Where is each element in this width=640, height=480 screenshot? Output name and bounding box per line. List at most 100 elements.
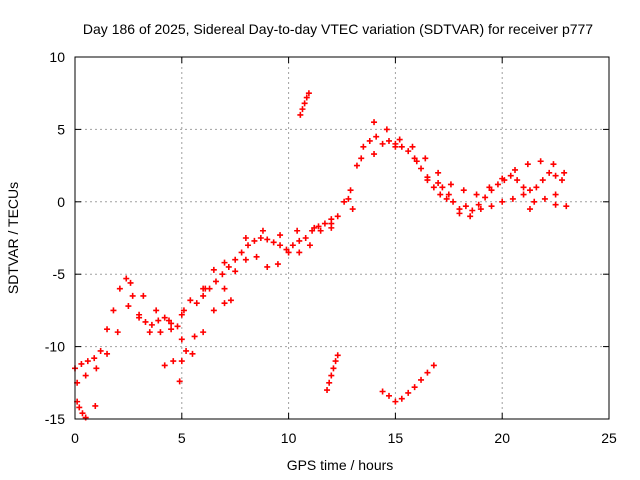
data-point xyxy=(486,184,493,191)
data-point xyxy=(422,155,429,162)
data-point xyxy=(238,249,245,256)
data-point xyxy=(435,179,442,186)
data-point xyxy=(353,162,360,169)
data-point xyxy=(174,323,181,330)
y-tick-label: -15 xyxy=(45,411,65,427)
data-point xyxy=(189,350,196,357)
data-point xyxy=(443,195,450,202)
data-point xyxy=(526,206,533,213)
data-point xyxy=(396,136,403,143)
data-point xyxy=(499,175,506,182)
data-point xyxy=(210,266,217,273)
data-point xyxy=(332,358,339,365)
data-point xyxy=(178,311,185,318)
data-point xyxy=(467,213,474,220)
data-point xyxy=(148,321,155,328)
data-point xyxy=(552,191,559,198)
data-point xyxy=(306,242,313,249)
data-point xyxy=(242,235,249,241)
data-point xyxy=(347,187,354,194)
data-point xyxy=(264,236,271,243)
data-point xyxy=(92,402,99,409)
data-point xyxy=(79,410,86,417)
data-point xyxy=(477,206,484,213)
data-point xyxy=(200,329,207,336)
data-point xyxy=(424,369,431,376)
x-tick-label: 25 xyxy=(601,430,617,446)
data-point xyxy=(125,303,132,310)
x-tick-label: 20 xyxy=(494,430,510,446)
data-point xyxy=(379,388,386,395)
data-point xyxy=(392,398,399,405)
grid xyxy=(75,57,609,419)
data-point xyxy=(251,237,258,244)
data-point xyxy=(360,143,367,150)
data-point xyxy=(379,140,386,147)
data-point xyxy=(253,253,260,260)
data-point xyxy=(116,285,123,292)
data-point xyxy=(439,184,446,191)
data-point xyxy=(552,172,559,179)
data-point xyxy=(435,169,442,176)
data-point xyxy=(445,191,452,198)
data-point xyxy=(270,239,277,246)
data-points xyxy=(72,90,570,421)
data-point xyxy=(299,106,306,113)
data-point xyxy=(373,133,380,140)
data-point xyxy=(409,143,416,150)
data-point xyxy=(450,198,457,205)
data-point xyxy=(170,358,177,365)
data-point xyxy=(328,224,335,231)
data-point xyxy=(488,203,495,210)
data-point xyxy=(303,94,310,101)
data-point xyxy=(296,249,303,256)
data-point xyxy=(259,227,266,234)
data-point xyxy=(187,297,194,304)
data-point xyxy=(533,184,540,191)
data-point xyxy=(324,387,331,394)
data-point xyxy=(405,148,412,155)
data-point xyxy=(82,414,89,421)
data-point xyxy=(550,161,557,168)
data-point xyxy=(349,206,356,213)
data-point xyxy=(221,259,228,266)
data-point xyxy=(178,358,185,365)
data-point xyxy=(78,360,85,367)
data-point xyxy=(140,292,147,299)
data-point xyxy=(437,191,444,198)
data-point xyxy=(482,194,489,201)
data-point xyxy=(142,318,149,325)
y-tick-label: -10 xyxy=(45,339,65,355)
data-point xyxy=(430,362,437,369)
data-point xyxy=(193,300,200,307)
data-point xyxy=(155,317,162,324)
data-point xyxy=(289,242,296,249)
data-point xyxy=(311,224,318,231)
data-point xyxy=(264,263,271,270)
data-point xyxy=(294,227,301,234)
data-point xyxy=(418,165,425,172)
data-point xyxy=(330,365,337,372)
data-point xyxy=(418,376,425,383)
data-point xyxy=(499,198,506,205)
y-tick-label: 5 xyxy=(57,121,65,137)
data-point xyxy=(398,395,405,402)
data-point xyxy=(221,300,228,307)
data-point xyxy=(296,237,303,244)
data-point xyxy=(161,362,168,369)
data-point xyxy=(546,169,553,176)
data-point xyxy=(385,392,392,399)
data-point xyxy=(232,256,239,263)
plot-frame xyxy=(74,56,610,420)
series-upper-trend xyxy=(127,119,568,324)
data-point xyxy=(526,187,533,194)
data-point xyxy=(93,365,100,372)
data-point xyxy=(520,191,527,198)
data-point xyxy=(277,242,284,249)
y-tick-label: 10 xyxy=(49,49,65,65)
data-point xyxy=(221,285,228,292)
data-point xyxy=(153,307,160,314)
data-point xyxy=(561,169,568,176)
data-point xyxy=(475,201,482,208)
data-point xyxy=(398,143,405,150)
